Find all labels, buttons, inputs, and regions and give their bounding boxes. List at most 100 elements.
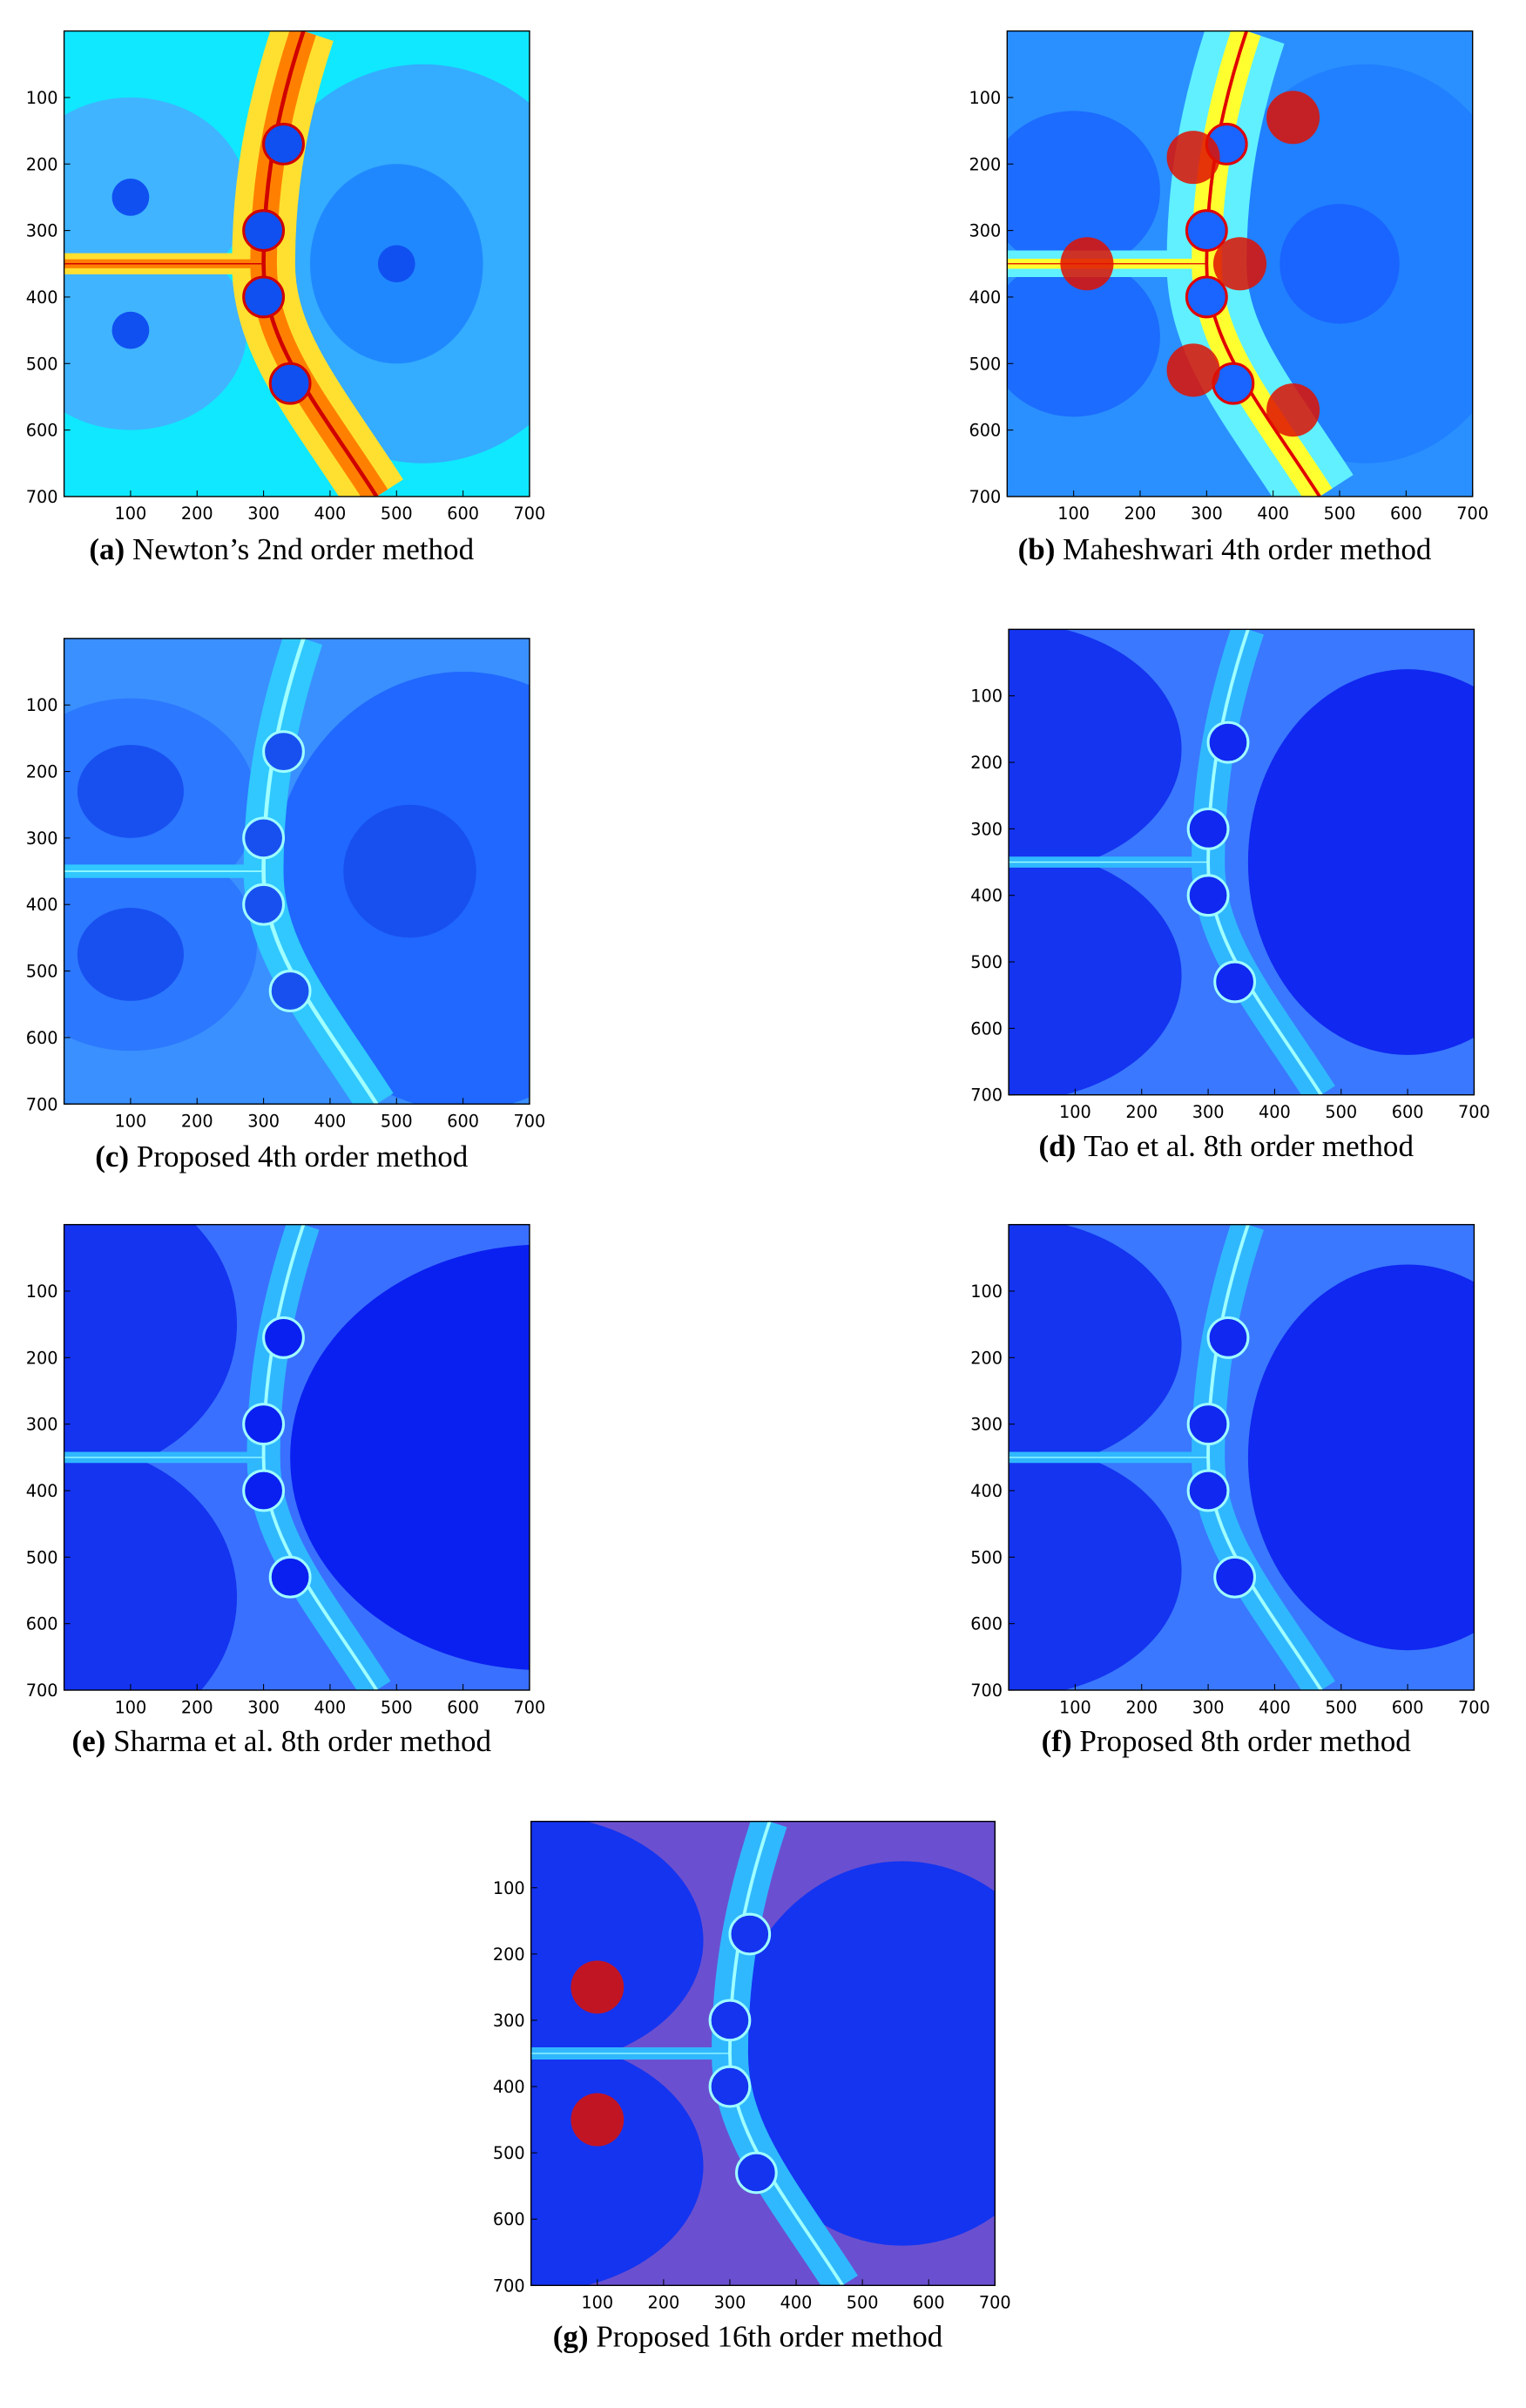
plot-frame — [1006, 30, 1474, 497]
y-tick-label: 600 — [493, 2209, 525, 2229]
y-tick-label: 300 — [970, 819, 1003, 839]
basin-image — [64, 1224, 530, 1691]
x-tick-label: 200 — [647, 2293, 679, 2313]
y-tick-label: 300 — [26, 1415, 58, 1435]
plot-frame — [530, 1820, 996, 2286]
x-tick-label: 600 — [447, 504, 479, 524]
plot-frame — [63, 1223, 530, 1691]
x-tick-label: 400 — [314, 1112, 347, 1132]
y-tick-label: 400 — [26, 287, 58, 308]
x-tick-label: 500 — [1325, 1697, 1357, 1717]
y-tick-label: 700 — [970, 1086, 1003, 1106]
y-tick-label: 300 — [970, 1415, 1003, 1435]
x-tick-label: 600 — [1390, 504, 1422, 524]
x-tick-label: 400 — [314, 504, 347, 524]
y-tick-label: 400 — [969, 287, 1002, 308]
y-tick-label: 100 — [493, 1878, 525, 1898]
y-tick-label: 200 — [970, 1348, 1003, 1368]
basin-image — [64, 638, 530, 1105]
x-tick-label: 700 — [1458, 1697, 1490, 1717]
x-tick-label: 600 — [1392, 1697, 1424, 1717]
y-tick-label: 500 — [26, 962, 58, 982]
caption: (e) Sharma et al. 8th order method — [71, 1724, 491, 1758]
x-tick-label: 400 — [1257, 504, 1289, 524]
y-tick-label: 600 — [970, 1018, 1003, 1038]
caption-text: Newton’s 2nd order method — [132, 532, 475, 566]
x-tick-label: 300 — [714, 2293, 746, 2313]
y-tick-label: 600 — [26, 421, 58, 441]
x-tick-label: 500 — [847, 2293, 879, 2313]
y-tick-label: 300 — [969, 221, 1002, 241]
x-tick-label: 100 — [1059, 1697, 1091, 1717]
x-tick-label: 300 — [1192, 1697, 1225, 1717]
x-tick-label: 500 — [1324, 504, 1356, 524]
y-tick-label: 500 — [26, 354, 58, 374]
y-tick-label: 400 — [970, 1481, 1003, 1501]
caption-text: Sharma et al. 8th order method — [113, 1724, 491, 1758]
x-tick-label: 200 — [181, 1112, 213, 1132]
y-tick-label: 100 — [970, 687, 1003, 707]
panel: 100 200 300 400 500 600 700 100 200 300 400 500 600 7… — [493, 1820, 1011, 2353]
x-tick-label: 500 — [381, 504, 413, 524]
y-tick-label: 600 — [970, 1614, 1003, 1634]
x-tick-label: 400 — [1259, 1697, 1291, 1717]
x-tick-label: 300 — [247, 504, 280, 524]
y-tick-label: 200 — [26, 154, 58, 174]
x-tick-label: 100 — [115, 504, 147, 524]
caption: (a) Newton’s 2nd order method — [89, 532, 474, 566]
x-tick-label: 400 — [314, 1697, 347, 1717]
x-tick-label: 100 — [581, 2293, 613, 2313]
x-tick-label: 600 — [447, 1112, 479, 1132]
x-tick-label: 100 — [1057, 504, 1090, 524]
x-tick-label: 600 — [1392, 1102, 1424, 1122]
caption: (d) Tao et al. 8th order method — [1038, 1129, 1414, 1163]
caption-label: (c) — [95, 1140, 129, 1174]
y-tick-label: 400 — [26, 895, 58, 915]
x-tick-label: 400 — [780, 2293, 813, 2313]
y-tick-label: 400 — [26, 1481, 58, 1501]
caption-text: Proposed 8th order method — [1079, 1724, 1411, 1758]
caption-text: Proposed 16th order method — [596, 2319, 942, 2353]
y-tick-label: 300 — [26, 221, 58, 241]
y-tick-label: 400 — [493, 2077, 525, 2097]
plot-frame — [1008, 1223, 1475, 1691]
x-tick-label: 200 — [1125, 1102, 1158, 1122]
x-tick-label: 700 — [514, 1112, 546, 1132]
y-tick-label: 700 — [969, 487, 1002, 507]
caption-label: (a) — [89, 532, 125, 566]
y-tick-label: 200 — [493, 1945, 525, 1965]
x-tick-label: 100 — [1059, 1102, 1091, 1122]
plot-frame — [63, 638, 530, 1105]
caption-text: Maheshwari 4th order method — [1063, 532, 1432, 566]
x-tick-label: 400 — [1259, 1102, 1291, 1122]
basin-image — [1009, 629, 1475, 1095]
caption-label: (g) — [553, 2319, 589, 2353]
y-tick-label: 600 — [969, 421, 1002, 441]
y-tick-label: 200 — [969, 154, 1002, 174]
y-tick-label: 200 — [26, 1348, 58, 1368]
basin-image — [64, 30, 530, 497]
panel: 100 200 300 400 500 600 700 100 200 300 400 500 600 7… — [26, 638, 546, 1174]
x-tick-label: 700 — [1456, 504, 1489, 524]
plot-frame — [1008, 628, 1475, 1096]
y-tick-label: 600 — [26, 1614, 58, 1634]
panel: 100 200 300 400 500 600 700 100 200 300 400 500 600 7… — [26, 1223, 545, 1758]
y-tick-label: 100 — [26, 1282, 58, 1302]
x-tick-label: 600 — [913, 2293, 945, 2313]
y-tick-label: 200 — [970, 753, 1003, 773]
x-tick-label: 100 — [115, 1697, 147, 1717]
x-tick-label: 200 — [1124, 504, 1157, 524]
x-tick-label: 500 — [381, 1697, 413, 1717]
y-tick-label: 100 — [26, 695, 58, 715]
basin-image — [1009, 1224, 1475, 1691]
y-tick-label: 700 — [26, 487, 58, 507]
x-tick-label: 500 — [381, 1112, 413, 1132]
caption-text: Proposed 4th order method — [137, 1140, 469, 1174]
caption-label: (d) — [1038, 1129, 1076, 1163]
y-tick-label: 600 — [26, 1028, 58, 1048]
y-tick-label: 200 — [26, 762, 58, 782]
y-tick-label: 500 — [969, 354, 1002, 374]
caption-label: (f) — [1042, 1724, 1072, 1758]
y-tick-label: 500 — [970, 952, 1003, 972]
y-tick-label: 500 — [970, 1547, 1003, 1567]
